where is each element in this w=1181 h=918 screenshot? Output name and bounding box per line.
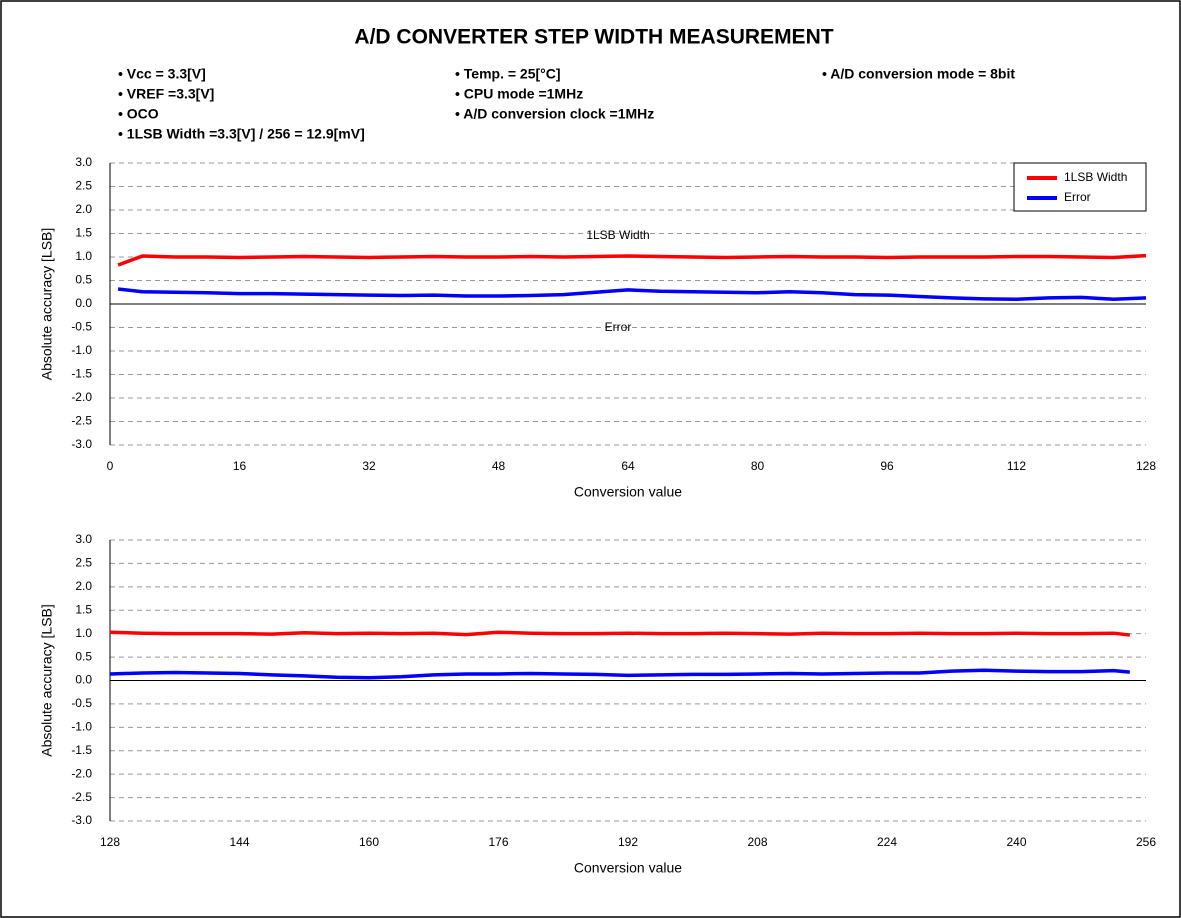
y-tick-label: -2.0 — [71, 390, 92, 404]
y-tick-label: -1.5 — [71, 367, 92, 381]
x-axis-label: Conversion value — [574, 484, 682, 500]
note: • OCO — [118, 106, 159, 122]
note: • Temp. = 25[°C] — [455, 66, 561, 82]
line — [117, 253, 1147, 267]
note: • A/D conversion mode = 8bit — [822, 66, 1015, 82]
x-tick-label: 224 — [877, 835, 897, 849]
chart-title: A/D CONVERTER STEP WIDTH MEASUREMENT — [354, 26, 833, 49]
x-tick-label: 48 — [492, 459, 506, 473]
y-tick-label: 1.5 — [75, 602, 92, 616]
x-tick-label: 160 — [359, 835, 379, 849]
x-tick-label: 96 — [880, 459, 894, 473]
y-tick-label: -2.0 — [71, 766, 92, 780]
y-tick-label: -1.0 — [71, 720, 92, 734]
x-tick-label: 240 — [1006, 835, 1026, 849]
x-tick-label: 64 — [621, 459, 635, 473]
y-tick-label: 1.0 — [75, 249, 92, 263]
y-tick-label: -1.5 — [71, 743, 92, 757]
y-tick-label: 0.0 — [75, 673, 92, 687]
x-tick-label: 144 — [229, 835, 249, 849]
y-tick-label: -2.5 — [71, 414, 92, 428]
note: • A/D conversion clock =1MHz — [455, 106, 654, 122]
x-tick-label: 112 — [1007, 459, 1026, 473]
x-tick-label: 16 — [233, 459, 247, 473]
y-tick-label: 2.5 — [75, 556, 92, 570]
y-tick-label: 3.0 — [75, 155, 92, 169]
note: • CPU mode =1MHz — [455, 86, 583, 102]
y-tick-label: 0.5 — [75, 649, 92, 663]
y-axis-label: Absolute accuracy [LSB] — [39, 228, 55, 381]
y-tick-label: 2.0 — [75, 579, 92, 593]
x-tick-label: 32 — [362, 459, 376, 473]
y-tick-label: -2.5 — [71, 790, 92, 804]
y-tick-label: -1.0 — [71, 343, 92, 357]
x-tick-label: 0 — [107, 459, 114, 473]
line — [109, 668, 1130, 680]
x-tick-label: 208 — [747, 835, 767, 849]
x-axis-label: Conversion value — [574, 860, 682, 876]
y-tick-label: 0.0 — [75, 296, 92, 310]
legend-label: 1LSB Width — [1064, 170, 1127, 184]
note: • VREF =3.3[V] — [118, 86, 214, 102]
x-tick-label: 192 — [618, 835, 638, 849]
x-tick-label: 256 — [1136, 835, 1156, 849]
note: • 1LSB Width =3.3[V] / 256 = 12.9[mV] — [118, 126, 365, 142]
line — [109, 630, 1131, 637]
y-tick-label: -3.0 — [71, 437, 92, 451]
y-tick-label: 1.5 — [75, 226, 92, 240]
x-tick-label: 128 — [100, 835, 120, 849]
y-tick-label: -3.0 — [71, 813, 92, 827]
y-tick-label: 2.0 — [75, 202, 92, 216]
y-tick-label: 3.0 — [75, 532, 92, 546]
x-tick-label: 80 — [751, 459, 765, 473]
x-tick-label: 128 — [1136, 459, 1156, 473]
y-axis-label: Absolute accuracy [LSB] — [39, 604, 55, 757]
annotation: 1LSB Width — [586, 228, 649, 242]
y-tick-label: 2.5 — [75, 179, 92, 193]
line — [117, 287, 1147, 302]
y-tick-label: 1.0 — [75, 626, 92, 640]
y-tick-label: 0.5 — [75, 273, 92, 287]
legend-label: Error — [1064, 190, 1091, 204]
note: • Vcc = 3.3[V] — [118, 66, 206, 82]
legend-box — [1013, 162, 1147, 212]
y-tick-label: -0.5 — [71, 320, 92, 334]
y-tick-label: -0.5 — [71, 696, 92, 710]
annotation: Error — [605, 320, 632, 334]
x-tick-label: 176 — [488, 835, 508, 849]
